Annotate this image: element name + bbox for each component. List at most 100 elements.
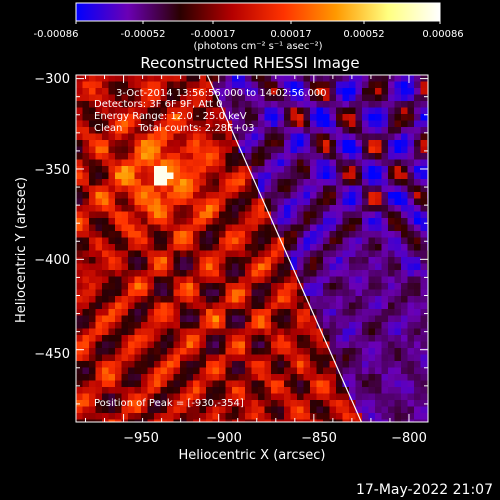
heatmap-cell <box>251 120 259 128</box>
heatmap-cell <box>375 166 382 173</box>
heatmap-cell <box>225 159 233 167</box>
heatmap-cell <box>212 406 220 414</box>
heatmap-cell <box>420 296 428 303</box>
heatmap-cell <box>284 237 291 245</box>
heatmap-cell <box>420 81 428 89</box>
heatmap-cell <box>342 224 350 232</box>
heatmap-cell <box>167 400 174 407</box>
heatmap-cell <box>401 283 408 290</box>
heatmap-cell <box>277 341 285 349</box>
heatmap-cell <box>134 289 142 297</box>
heatmap-cell <box>336 263 343 271</box>
timestamp: 17-May-2022 21:07 <box>356 482 493 498</box>
heatmap-cell <box>225 328 233 336</box>
heatmap-cell <box>414 387 421 394</box>
heatmap-cell <box>154 335 161 342</box>
heatmap-cell <box>251 107 259 115</box>
heatmap-cell <box>277 406 285 414</box>
heatmap-cell <box>232 419 239 422</box>
heatmap-cell <box>167 218 174 225</box>
heatmap-cell <box>375 75 382 82</box>
heatmap-cell <box>362 224 369 232</box>
heatmap-cell <box>290 205 298 212</box>
heatmap-cell <box>258 419 265 422</box>
heatmap-cell <box>264 94 272 102</box>
heatmap-cell <box>193 413 200 420</box>
heatmap-cell <box>349 374 356 381</box>
heatmap-cell <box>329 270 337 277</box>
heatmap-cell <box>245 192 252 199</box>
heatmap-cell <box>368 185 376 193</box>
heatmap-cell <box>147 88 155 95</box>
heatmap-cell <box>277 393 285 401</box>
heatmap-cell <box>258 354 265 362</box>
heatmap-cell <box>277 309 285 316</box>
heatmap-cell <box>225 263 233 271</box>
heatmap-cell <box>329 81 337 89</box>
heatmap-cell <box>199 328 207 336</box>
heatmap-cell <box>349 127 356 134</box>
heatmap-cell <box>89 172 96 180</box>
heatmap-cell <box>401 179 408 186</box>
heatmap-cell <box>186 302 194 310</box>
heatmap-cell <box>375 211 382 219</box>
heatmap-cell <box>147 231 155 238</box>
heatmap-cell <box>394 127 402 134</box>
heatmap-cell <box>258 205 265 212</box>
heatmap-cell <box>134 133 142 141</box>
heatmap-cell <box>89 179 96 186</box>
heatmap-cell <box>251 283 259 290</box>
heatmap-cell <box>154 81 161 89</box>
heatmap-cell <box>180 127 187 134</box>
heatmap-cell <box>290 120 298 128</box>
heatmap-cell <box>284 133 291 141</box>
heatmap-cell <box>167 146 174 154</box>
heatmap-cell <box>381 341 389 349</box>
heatmap-cell <box>95 283 103 290</box>
heatmap-cell <box>303 192 311 199</box>
heatmap-cell <box>95 367 103 375</box>
heatmap-cell <box>199 140 207 147</box>
heatmap-cell <box>323 341 330 349</box>
heatmap-cell <box>173 231 181 238</box>
heatmap-cell <box>316 335 324 342</box>
heatmap-cell <box>375 218 382 225</box>
heatmap-cell <box>232 146 239 154</box>
heatmap-cell <box>180 374 187 381</box>
heatmap-cell <box>160 185 168 193</box>
heatmap-cell <box>381 348 389 355</box>
heatmap-cell <box>362 380 369 388</box>
heatmap-cell <box>355 354 363 362</box>
heatmap-cell <box>342 146 350 154</box>
heatmap-cell <box>388 367 395 375</box>
heatmap-cell <box>212 172 220 180</box>
heatmap-cell <box>147 244 155 251</box>
heatmap-cell <box>219 153 226 160</box>
heatmap-cell <box>284 296 291 303</box>
heatmap-cell <box>362 263 369 271</box>
heatmap-cell <box>238 419 246 422</box>
heatmap-cell <box>316 257 324 264</box>
heatmap-cell <box>420 237 428 245</box>
heatmap-cell <box>264 283 272 290</box>
heatmap-cell <box>95 237 103 245</box>
heatmap-cell <box>355 127 363 134</box>
heatmap-cell <box>154 140 161 147</box>
heatmap-cell <box>141 393 148 401</box>
heatmap-cell <box>115 120 122 128</box>
heatmap-cell <box>108 341 116 349</box>
heatmap-cell <box>303 276 311 284</box>
heatmap-cell <box>251 231 259 238</box>
heatmap-cell <box>167 374 174 381</box>
heatmap-cell <box>245 211 252 219</box>
heatmap-cell <box>206 172 213 180</box>
heatmap-cell <box>121 127 129 134</box>
heatmap-cell <box>108 283 116 290</box>
heatmap-cell <box>362 127 369 134</box>
heatmap-cell <box>323 374 330 381</box>
heatmap-cell <box>180 237 187 245</box>
heatmap-cell <box>349 250 356 258</box>
heatmap-cell <box>212 205 220 212</box>
heatmap-cell <box>238 400 246 407</box>
heatmap-cell <box>186 159 194 167</box>
